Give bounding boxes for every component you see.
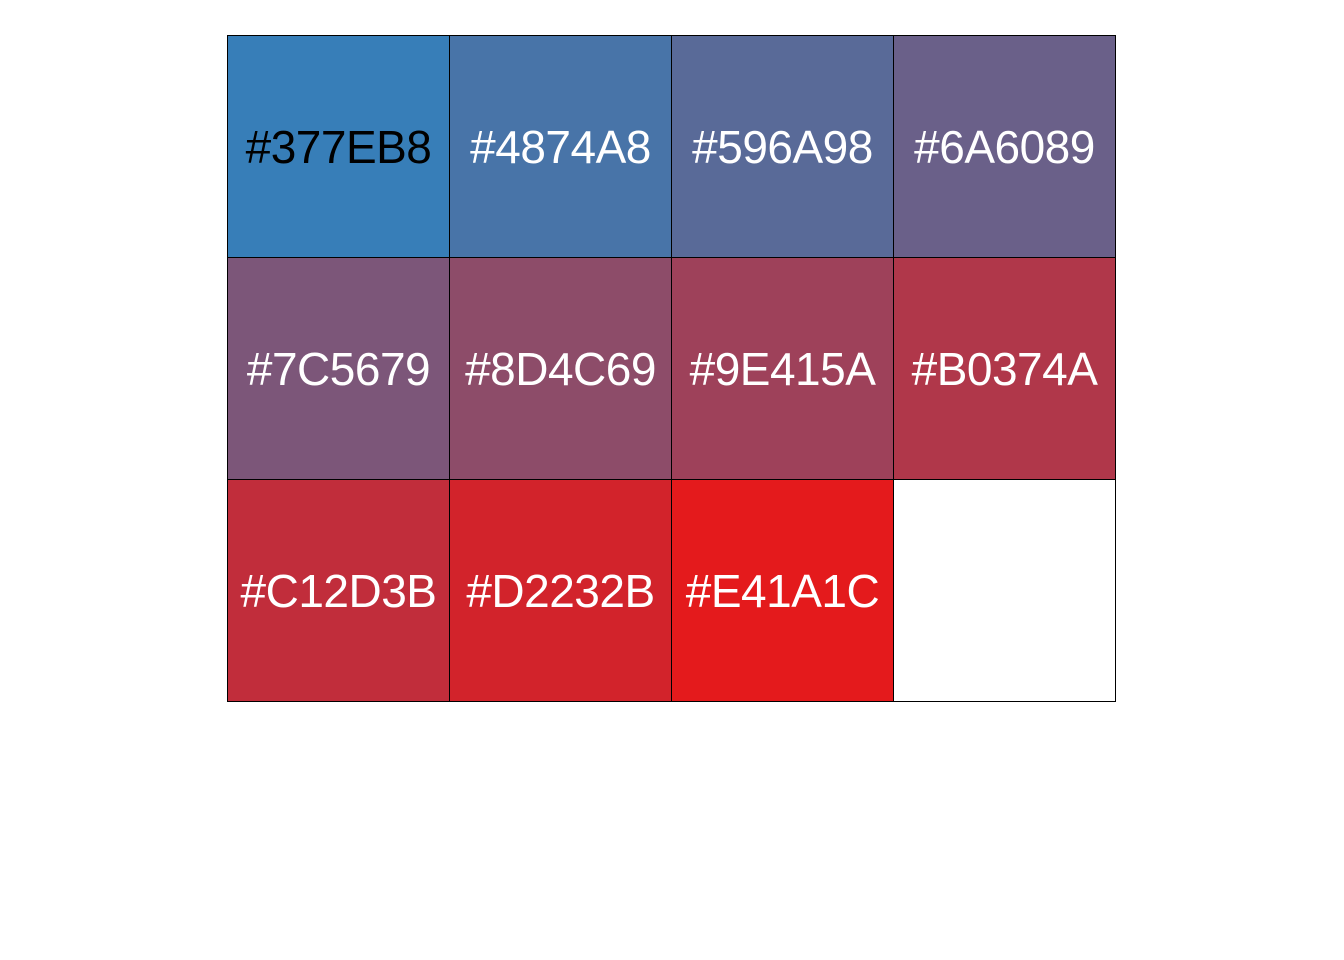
color-swatch: #596A98 xyxy=(672,36,894,258)
swatch-hex-label: #377EB8 xyxy=(245,120,432,173)
swatch-hex-label: #9E415A xyxy=(689,342,876,395)
color-swatch xyxy=(894,480,1116,702)
swatch-hex-label: #D2232B xyxy=(466,564,655,617)
color-swatch: #4874A8 xyxy=(450,36,672,258)
swatch-hex-label: #4874A8 xyxy=(470,120,651,173)
color-swatch: #9E415A xyxy=(672,258,894,480)
color-swatch: #B0374A xyxy=(894,258,1116,480)
color-swatch: #8D4C69 xyxy=(450,258,672,480)
swatch-hex-label: #596A98 xyxy=(692,120,873,173)
swatch-hex-label: #8D4C69 xyxy=(465,342,656,395)
color-swatch: #D2232B xyxy=(450,480,672,702)
color-swatch: #C12D3B xyxy=(228,480,450,702)
color-swatch: #377EB8 xyxy=(228,36,450,258)
swatch-hex-label: #7C5679 xyxy=(246,342,431,395)
swatch-hex-label: #6A6089 xyxy=(914,120,1095,173)
color-swatch: #7C5679 xyxy=(228,258,450,480)
color-swatch-grid: #377EB8 #4874A8 #596A98 #6A6089 #7C5679 #8D4C… xyxy=(227,35,1116,702)
color-swatch: #E41A1C xyxy=(672,480,894,702)
swatch-hex-label: #B0374A xyxy=(911,342,1098,395)
swatch-hex-label: #E41A1C xyxy=(685,564,880,617)
swatch-hex-label: #C12D3B xyxy=(240,564,437,617)
color-swatch: #6A6089 xyxy=(894,36,1116,258)
